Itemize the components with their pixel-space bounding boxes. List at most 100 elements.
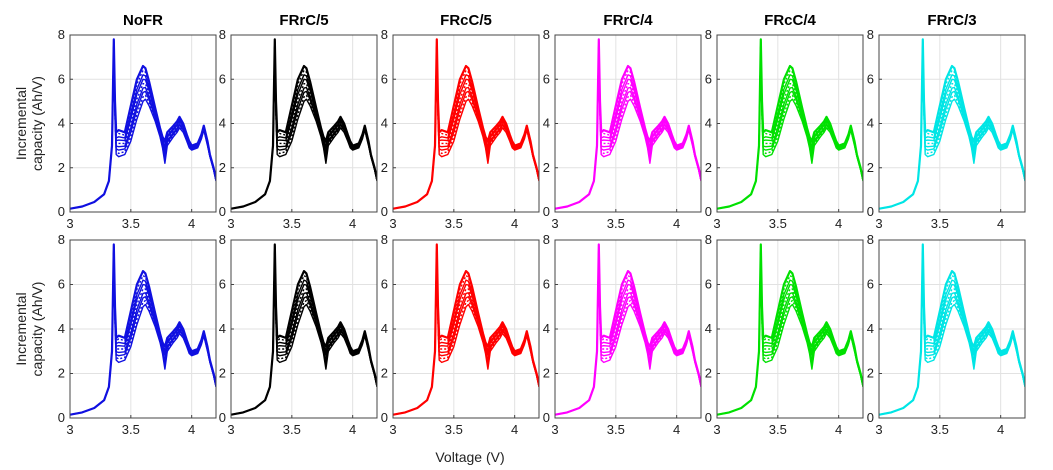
y-tick-label: 6 — [867, 277, 874, 292]
series-line-frrc-3 — [879, 38, 1025, 210]
series-line-nofr — [70, 38, 216, 210]
y-tick-label: 8 — [381, 232, 388, 247]
series-line-nofr — [70, 38, 216, 210]
y-tick-label: 6 — [219, 71, 226, 86]
y-tick-label: 6 — [705, 71, 712, 86]
y-tick-label: 2 — [58, 160, 65, 175]
x-tick-label: 3 — [389, 422, 396, 437]
y-tick-label: 0 — [58, 410, 65, 425]
series-line-frrc-4 — [555, 38, 701, 210]
y-tick-label: 6 — [543, 277, 550, 292]
y-tick-label: 0 — [219, 204, 226, 219]
y-axis-label: Incrementalcapacity (Ah/V) — [13, 76, 45, 171]
y-tick-label: 6 — [867, 71, 874, 86]
y-tick-label: 6 — [219, 277, 226, 292]
y-tick-label: 6 — [381, 277, 388, 292]
panel-2-5: 3 3.5 4 0 2 4 6 8 — [705, 232, 864, 437]
series-group — [555, 38, 701, 210]
x-tick-label: 3 — [713, 216, 720, 231]
x-axis-label: Voltage (V) — [435, 449, 504, 465]
y-tick-label: 8 — [867, 27, 874, 42]
y-tick-label: 8 — [705, 27, 712, 42]
y-tick-label: 2 — [58, 366, 65, 381]
series-line-frrc-3 — [879, 38, 1025, 210]
panel-title: NoFR — [123, 12, 163, 29]
x-tick-label: 4 — [349, 422, 356, 437]
series-line-frcc-4 — [717, 38, 863, 210]
x-tick-label: 3.5 — [931, 422, 949, 437]
series-line-frrc-5 — [231, 38, 377, 210]
panel-1-1: 3 3.5 4 0 2 4 6 8 NoFR — [58, 12, 217, 231]
series-line-frrc-3 — [879, 38, 1025, 210]
series-line-frcc-5 — [393, 38, 539, 210]
series-line-frrc-5 — [231, 38, 377, 210]
y-tick-label: 2 — [867, 366, 874, 381]
series-line-frrc-4 — [555, 38, 701, 210]
x-tick-label: 3.5 — [122, 216, 140, 231]
y-tick-label: 0 — [705, 204, 712, 219]
series-line-frcc-5 — [393, 38, 539, 210]
y-tick-label: 4 — [58, 116, 65, 131]
y-tick-label: 8 — [219, 27, 226, 42]
panel-2-3: 3 3.5 4 0 2 4 6 8 — [381, 232, 540, 437]
y-tick-label: 6 — [381, 71, 388, 86]
series-line-frcc-4 — [717, 38, 863, 210]
series-group — [393, 38, 539, 210]
y-tick-label: 8 — [381, 27, 388, 42]
x-tick-label: 4 — [188, 216, 195, 231]
x-tick-label: 4 — [188, 422, 195, 437]
series-line-frcc-5 — [393, 38, 539, 210]
y-tick-label: 4 — [219, 116, 226, 131]
y-tick-label: 8 — [543, 27, 550, 42]
series-line-frrc-5 — [231, 38, 377, 210]
x-tick-label: 3.5 — [607, 216, 625, 231]
series-group — [717, 38, 863, 210]
x-tick-label: 4 — [673, 422, 680, 437]
series-group — [393, 243, 539, 416]
y-tick-label: 0 — [381, 204, 388, 219]
series-line-frrc-4 — [555, 38, 701, 210]
series-line-frrc-5 — [231, 38, 377, 210]
series-line-frrc-4 — [555, 38, 701, 210]
series-line-frrc-5 — [231, 38, 377, 210]
x-tick-label: 3 — [875, 422, 882, 437]
series-line-frcc-4 — [717, 38, 863, 210]
x-tick-label: 3 — [227, 422, 234, 437]
y-tick-label: 4 — [867, 321, 874, 336]
panel-2-4: 3 3.5 4 0 2 4 6 8 — [543, 232, 702, 437]
series-line-frrc-5 — [231, 38, 377, 210]
y-tick-label: 4 — [219, 321, 226, 336]
y-tick-label: 4 — [543, 321, 550, 336]
y-tick-label: 0 — [381, 410, 388, 425]
series-line-frrc-3 — [879, 38, 1025, 210]
series-line-frrc-5 — [231, 38, 377, 210]
y-tick-label: 2 — [705, 160, 712, 175]
y-tick-label: 2 — [219, 366, 226, 381]
panel-2-6: 3 3.5 4 0 2 4 6 8 — [867, 232, 1026, 437]
series-line-frcc-5 — [393, 38, 539, 210]
panel-1-3: 3 3.5 4 0 2 4 6 8 FRcC/5 — [381, 12, 540, 231]
y-tick-label: 2 — [543, 366, 550, 381]
y-tick-label: 4 — [381, 116, 388, 131]
series-line-frrc-3 — [879, 38, 1025, 210]
series-group — [231, 243, 377, 416]
series-line-frcc-5 — [393, 38, 539, 210]
x-tick-label: 4 — [997, 422, 1004, 437]
series-line-nofr — [70, 38, 216, 210]
y-tick-label: 8 — [543, 232, 550, 247]
x-tick-label: 3.5 — [769, 216, 787, 231]
y-tick-label: 0 — [867, 204, 874, 219]
series-line-nofr — [70, 38, 216, 210]
y-tick-label: 4 — [705, 321, 712, 336]
x-tick-label: 3.5 — [445, 216, 463, 231]
series-group — [555, 243, 701, 416]
x-tick-label: 4 — [349, 216, 356, 231]
y-tick-label: 0 — [543, 204, 550, 219]
x-tick-label: 4 — [835, 422, 842, 437]
series-line-nofr — [70, 38, 216, 210]
y-tick-label: 6 — [58, 277, 65, 292]
series-group — [879, 243, 1025, 416]
y-tick-label: 2 — [867, 160, 874, 175]
series-line-frrc-4 — [555, 38, 701, 210]
